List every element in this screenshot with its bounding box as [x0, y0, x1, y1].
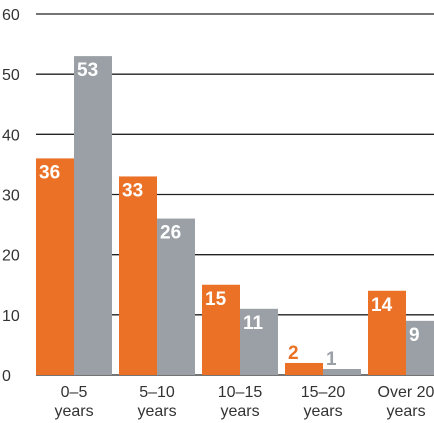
x-category-label-4-line-2: years — [303, 403, 342, 420]
y-tick-label-40: 40 — [2, 127, 20, 144]
x-category-label-2: 5–10 years — [137, 384, 176, 420]
bar-label-series2-1: 53 — [77, 60, 98, 81]
bar-labels: 36 53 33 26 15 11 2 1 14 9 — [39, 60, 420, 370]
bar-label-series1-3: 15 — [205, 289, 227, 310]
bar-series2-4 — [323, 368, 361, 375]
bars — [36, 56, 434, 375]
y-tick-label-0: 0 — [2, 368, 11, 385]
bar-series1-4 — [285, 362, 323, 375]
bar-label-series2-4: 1 — [326, 349, 337, 370]
bar-series2-2 — [157, 218, 195, 375]
x-category-label-3-line-2: years — [220, 403, 259, 420]
x-category-label-2-line-2: years — [137, 403, 176, 420]
bar-series1-3 — [202, 284, 240, 375]
x-category-label-2-line-1: 5–10 — [139, 384, 175, 401]
x-category-label-1-line-1: 0–5 — [61, 384, 88, 401]
x-category-label-5: Over 20 years — [378, 384, 434, 420]
bar-label-series1-5: 14 — [371, 295, 393, 316]
bar-label-series1-2: 33 — [122, 180, 143, 201]
x-category-label-1-line-2: years — [54, 403, 93, 420]
bar-series2-1 — [74, 56, 112, 375]
y-tick-label-20: 20 — [2, 248, 20, 265]
y-axis-ticks: 0 10 20 30 40 50 60 — [2, 7, 20, 385]
bar-label-series2-2: 26 — [160, 223, 181, 244]
y-tick-label-10: 10 — [2, 308, 20, 325]
x-category-label-3: 10–15 years — [218, 384, 263, 420]
bar-series2-3 — [240, 308, 278, 375]
x-category-label-4: 15–20 years — [301, 384, 346, 420]
bar-series1-1 — [36, 158, 74, 375]
y-tick-label-60: 60 — [2, 7, 20, 24]
bar-label-series2-5: 9 — [409, 325, 420, 346]
y-tick-label-30: 30 — [2, 188, 20, 205]
x-category-label-5-line-2: years — [386, 403, 425, 420]
bar-series1-2 — [119, 176, 157, 375]
bar-series1-5 — [368, 290, 406, 375]
x-category-label-1: 0–5 years — [54, 384, 93, 420]
bar-label-series1-1: 36 — [39, 162, 60, 183]
bar-label-series1-4: 2 — [288, 343, 299, 364]
x-category-label-3-line-1: 10–15 — [218, 384, 263, 401]
bar-series2-5 — [406, 320, 434, 375]
x-category-label-5-line-1: Over 20 — [378, 384, 434, 401]
y-tick-label-50: 50 — [2, 67, 20, 84]
x-category-label-4-line-1: 15–20 — [301, 384, 346, 401]
bar-label-series2-3: 11 — [243, 313, 264, 334]
